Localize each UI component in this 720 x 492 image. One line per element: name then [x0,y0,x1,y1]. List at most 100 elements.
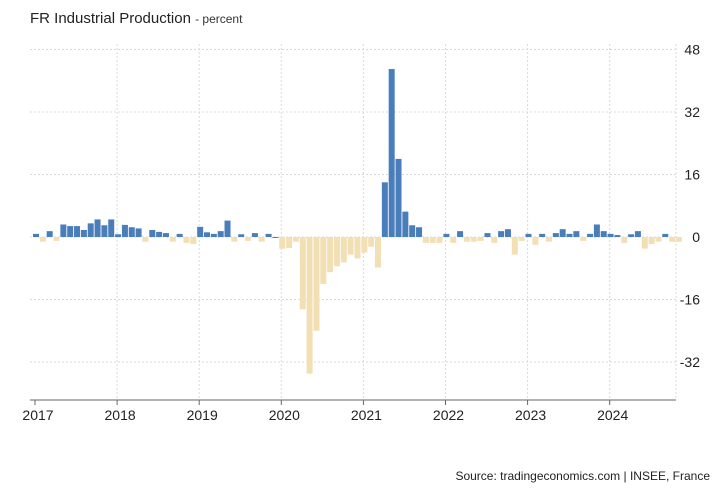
bar [532,237,539,245]
bar [600,231,607,237]
bar [388,69,395,237]
bar [450,237,457,243]
bar [354,237,361,259]
bar [539,233,546,238]
bar [457,231,464,237]
bar [224,220,231,237]
chart-unit-label: - percent [195,12,243,26]
bar [429,237,436,243]
bar [299,237,306,310]
y-tick-label: 48 [684,42,700,58]
bar [39,237,46,242]
bar [169,237,176,242]
bar [641,237,648,249]
bar [313,237,320,331]
bar [333,237,340,267]
bar [470,237,477,242]
bar [197,226,204,237]
bar [422,237,429,243]
bar [217,231,224,237]
x-axis-ticks: 2017 2018 2019 2020 2021 2022 2023 2024 [22,407,628,423]
source-note: Source: tradingeconomics.com | INSEE, Fr… [455,469,710,483]
axes [30,399,676,405]
bar [80,229,87,237]
bar [128,227,135,237]
bar [518,237,525,241]
bar [190,237,197,245]
bar [162,233,169,237]
bar [238,234,245,237]
grid-lines [30,44,677,400]
bar [614,235,621,237]
x-tick-label: 2021 [351,407,382,423]
y-tick-label: -32 [680,354,700,370]
x-tick-label: 2020 [269,407,300,423]
bar [210,233,217,238]
bar [525,233,532,238]
bar [156,231,163,237]
x-tick-label: 2017 [22,407,53,423]
bar [443,233,450,238]
bar [655,237,662,242]
y-tick-label: -16 [680,292,700,308]
bar [67,226,74,237]
bar [108,219,115,237]
bar [416,227,423,237]
bar [409,225,416,237]
chart-title: FR Industrial Production - percent [30,10,242,27]
bar [491,237,498,243]
bar [498,231,505,237]
bar [279,237,286,249]
bar [347,237,354,255]
chart-title-text: FR Industrial Production [30,10,191,27]
bar [381,182,388,237]
bar [306,237,313,374]
bar [484,233,491,237]
bar [628,234,635,237]
bar [327,237,334,273]
bar [320,237,327,284]
bar [340,237,347,263]
bar [559,229,566,237]
bar [552,233,559,237]
x-tick-label: 2019 [187,407,218,423]
bar [621,237,628,243]
bars [33,69,682,374]
bar [587,233,594,238]
bar [245,237,252,241]
bar [436,237,443,243]
bar [463,237,470,242]
bar [662,233,669,238]
bar [546,237,552,242]
bar [292,237,299,242]
x-tick-label: 2022 [433,407,464,423]
bar [580,237,587,241]
bar [593,224,600,237]
y-tick-label: 0 [692,229,700,245]
bar [669,237,676,242]
bar [149,229,156,237]
bar [204,232,210,237]
bar [566,233,573,238]
bar [135,228,142,237]
y-tick-label: 32 [684,104,700,120]
bar [634,231,641,237]
bar [511,237,518,255]
bar [231,237,238,242]
x-tick-label: 2023 [515,407,546,423]
bar [101,225,108,237]
bar [74,226,81,237]
y-axis-ticks: 48 32 16 0 -16 -32 [680,42,700,371]
x-tick-label: 2024 [597,407,628,423]
bar [94,219,101,237]
y-tick-label: 16 [684,167,700,183]
bar [115,234,122,237]
bar [368,237,375,247]
bar [176,233,183,238]
bar [286,237,293,248]
bar [183,237,190,243]
bar [251,233,258,237]
bar [504,229,511,237]
bar [53,237,60,241]
